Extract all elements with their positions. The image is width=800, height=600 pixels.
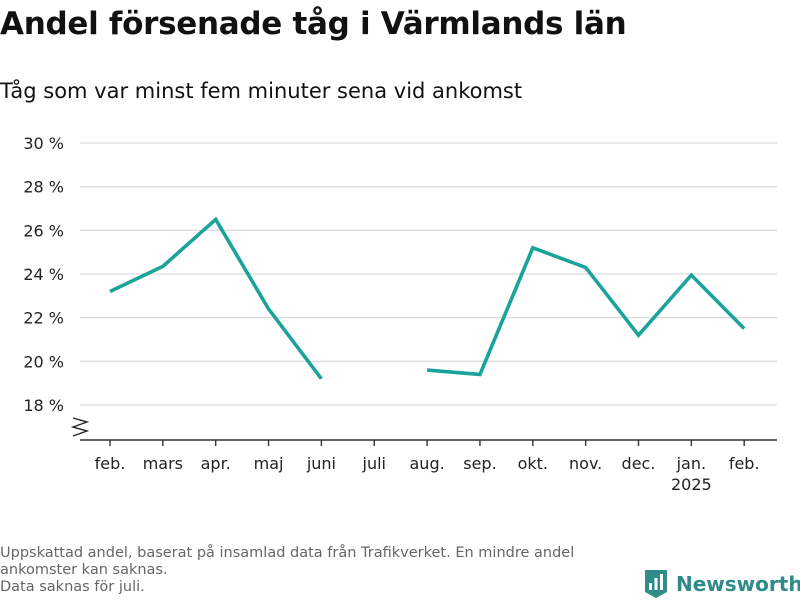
brand-name: Newsworthy <box>676 572 800 596</box>
data-series <box>109 216 746 380</box>
grid-lines <box>80 142 777 406</box>
x-tick-label: jan. <box>676 454 706 473</box>
footnote-missing-data: Data saknas för juli. <box>0 579 145 595</box>
footnote-source: Uppskattad andel, baserat på insamlad da… <box>0 545 579 578</box>
y-tick-label: 28 % <box>23 178 64 197</box>
chart-subtitle: Tåg som var minst fem minuter sena vid a… <box>0 79 523 103</box>
series-line <box>426 245 746 377</box>
y-axis-ticks: 18 % 20 % 22 % 24 % 26 % 28 % 30 % <box>23 134 90 437</box>
x-tick-label: feb. <box>729 454 760 473</box>
y-tick-label: 30 % <box>23 134 64 153</box>
y-tick-label: 26 % <box>23 221 64 240</box>
chart-title: Andel försenade tåg i Värmlands län <box>0 6 627 42</box>
x-tick-label: juli <box>362 454 386 473</box>
x-tick-label: feb. <box>95 454 126 473</box>
x-tick-label: juni <box>306 454 336 473</box>
x-tick-label: sep. <box>463 454 496 473</box>
series-line <box>109 216 323 380</box>
newsworthy-logo-icon <box>645 570 667 598</box>
x-tick-label: okt. <box>518 454 548 473</box>
footnote: Uppskattad andel, baserat på insamlad da… <box>0 545 640 596</box>
y-tick-label: 18 % <box>23 396 64 415</box>
axis-break-icon <box>70 417 90 437</box>
x-tick-label: apr. <box>201 454 231 473</box>
x-tick-label: maj <box>254 454 284 473</box>
y-tick-label: 20 % <box>23 352 64 371</box>
line-chart: 18 % 20 % 22 % 24 % 26 % 28 % 30 % feb. mars apr… <box>23 134 777 494</box>
y-tick-label: 22 % <box>23 309 64 328</box>
brand-logo: Newsworthy <box>644 569 800 599</box>
y-tick-label: 24 % <box>23 265 64 284</box>
x-year-label: 2025 <box>671 475 712 494</box>
x-tick-label: aug. <box>410 454 445 473</box>
x-tick-label: dec. <box>622 454 656 473</box>
x-tick-label: nov. <box>569 454 602 473</box>
x-tick-label: mars <box>143 454 183 473</box>
x-axis: feb. mars apr. maj juni juli aug. sep. okt. nov. d… <box>80 439 777 494</box>
